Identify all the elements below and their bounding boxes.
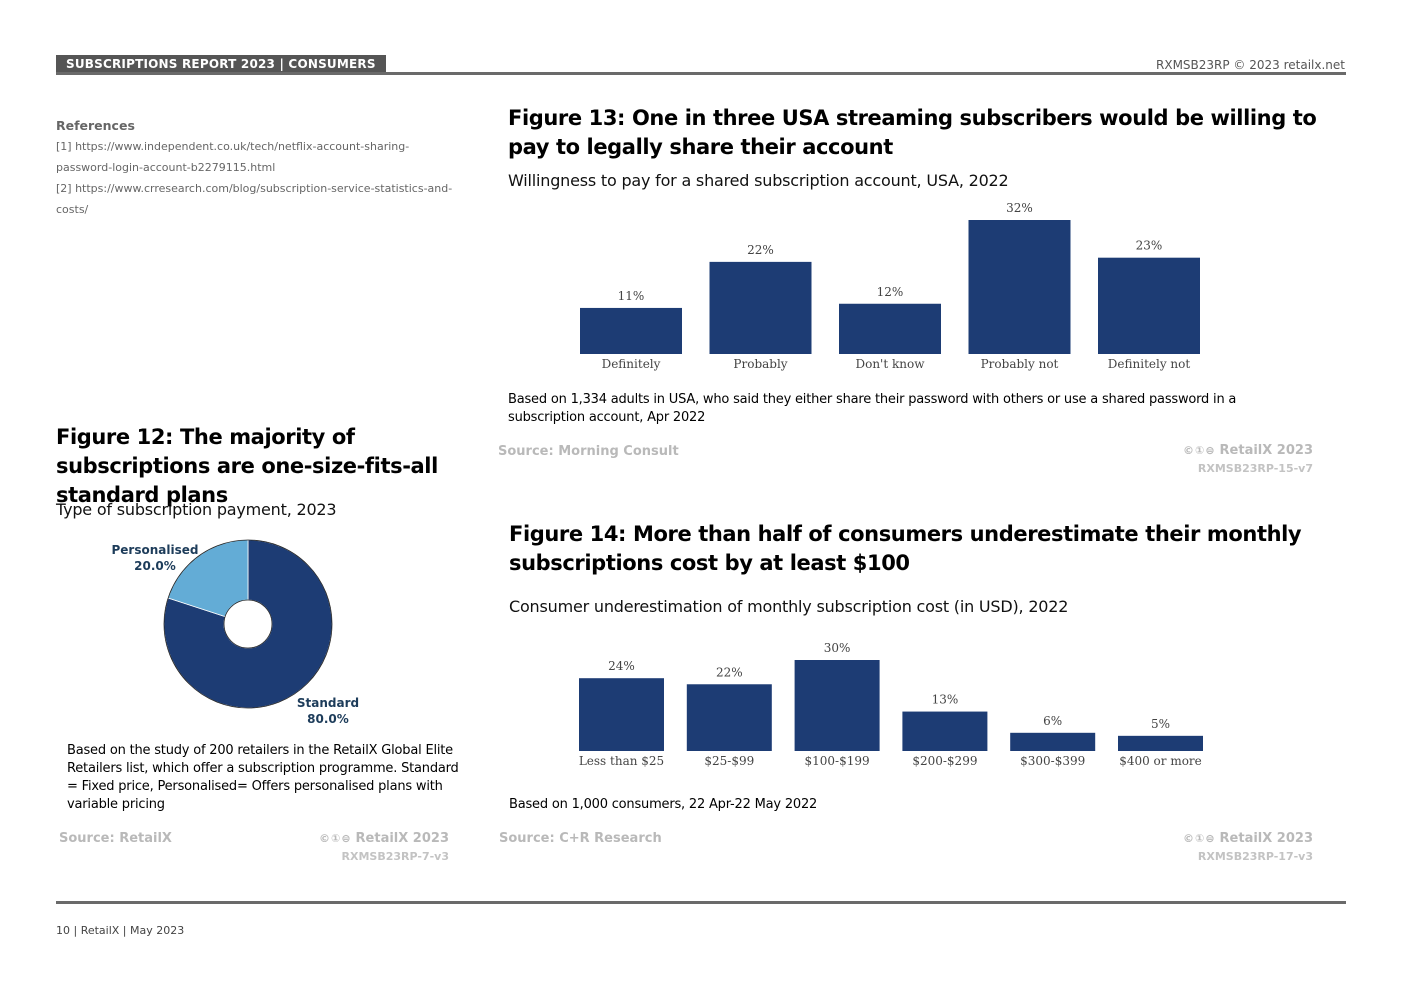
fig14-bar-chart: 24% Less than $25 22% $25-$99 30% $100-$199 13…	[579, 641, 1203, 768]
donut-value-label: 80.0%	[307, 712, 349, 726]
fig12-brand: ©①⊜ RetailX 2023	[319, 831, 449, 846]
fig13-bar-chart: 11% Definitely 22% Probably 12% Don't know 32%…	[580, 201, 1200, 371]
fig14-bar	[902, 711, 988, 751]
report-code: RXMSB23RP © 2023 retailx.net	[1156, 58, 1345, 72]
fig12-source: Source: RetailX	[59, 831, 172, 846]
fig13-category-label: Probably not	[981, 357, 1059, 371]
fig13-brand-text: RetailX 2023	[1219, 443, 1313, 458]
donut-category-label: Standard	[297, 696, 359, 710]
fig14-data-label: 5%	[1151, 717, 1170, 731]
fig13-code: RXMSB23RP-15-v7	[1197, 462, 1313, 475]
donut-value-label: 20.0%	[134, 559, 176, 573]
fig14-bar	[794, 660, 880, 751]
fig13-category-label: Don't know	[855, 357, 925, 371]
fig14-category-label: $400 or more	[1119, 754, 1202, 768]
fig14-category-label: $25-$99	[704, 754, 754, 768]
fig13-category-label: Definitely	[602, 357, 661, 371]
fig14-bar	[1118, 735, 1203, 751]
fig13-title: Figure 13: One in three USA streaming su…	[508, 106, 1317, 159]
fig13-source: Source: Morning Consult	[498, 444, 679, 459]
fig14-title: Figure 14: More than half of consumers u…	[509, 522, 1302, 575]
fig14-data-label: 30%	[824, 641, 851, 655]
donut-outline	[163, 539, 333, 709]
report-badge: SUBSCRIPTIONS REPORT 2023 | CONSUMERS	[56, 55, 386, 74]
fig12-code: RXMSB23RP-7-v3	[341, 850, 449, 863]
fig14-data-label: 22%	[716, 665, 743, 679]
fig14-data-label: 13%	[932, 693, 959, 707]
fig13-data-label: 32%	[1006, 201, 1033, 215]
fig12-subtitle: Type of subscription payment, 2023	[56, 500, 337, 519]
fig14-category-label: Less than $25	[579, 754, 664, 768]
cc-license-icon: ©①⊜	[1183, 444, 1216, 457]
fig14-category-label: $300-$399	[1020, 754, 1085, 768]
fig14-data-label: 24%	[608, 659, 635, 673]
fig14-bar	[1010, 732, 1096, 751]
fig14-category-label: $100-$199	[805, 754, 870, 768]
fig13-brand: ©①⊜ RetailX 2023	[1183, 443, 1313, 458]
fig14-brand: ©①⊜ RetailX 2023	[1183, 831, 1313, 846]
donut-hole	[223, 599, 273, 649]
fig14-data-label: 6%	[1043, 714, 1062, 728]
fig14-code: RXMSB23RP-17-v3	[1197, 850, 1313, 863]
fig13-bar	[839, 303, 941, 354]
footer-divider	[56, 901, 1346, 904]
fig13-data-label: 23%	[1136, 239, 1163, 253]
header-divider	[56, 72, 1346, 75]
fig12-brand-text: RetailX 2023	[355, 831, 449, 846]
page-footer: 10 | RetailX | May 2023	[56, 924, 185, 937]
fig13-bar	[709, 261, 812, 354]
fig13-bar	[580, 307, 682, 354]
fig14-source: Source: C+R Research	[499, 831, 662, 846]
donut-category-label: Personalised	[112, 543, 199, 557]
fig14-bar	[579, 678, 664, 751]
fig14-note: Based on 1,000 consumers, 22 Apr-22 May …	[509, 797, 818, 812]
fig13-category-label: Probably	[733, 357, 787, 371]
reference-item[interactable]: [2] https://www.crresearch.com/blog/subs…	[56, 182, 453, 216]
fig14-bar	[686, 684, 772, 751]
fig13-note: Based on 1,334 adults in USA, who said t…	[508, 392, 1237, 425]
fig13-data-label: 12%	[877, 285, 904, 299]
fig12-donut-chart: Personalised 20.0% Standard 80.0%	[112, 539, 359, 726]
fig12-title: Figure 12: The majority of subscriptions…	[56, 425, 438, 507]
fig13-subtitle: Willingness to pay for a shared subscrip…	[508, 171, 1009, 190]
fig14-category-label: $200-$299	[912, 754, 977, 768]
cc-license-icon: ©①⊜	[319, 832, 352, 845]
cc-license-icon: ©①⊜	[1183, 832, 1216, 845]
fig14-subtitle: Consumer underestimation of monthly subs…	[509, 597, 1069, 616]
fig12-note: Based on the study of 200 retailers in t…	[67, 743, 459, 812]
fig13-data-label: 22%	[747, 243, 774, 257]
reference-item[interactable]: [1] https://www.independent.co.uk/tech/n…	[56, 140, 410, 174]
fig13-data-label: 11%	[618, 289, 645, 303]
fig13-bar	[968, 220, 1071, 354]
fig13-bar	[1098, 257, 1200, 354]
fig13-category-label: Definitely not	[1108, 357, 1191, 371]
fig14-brand-text: RetailX 2023	[1219, 831, 1313, 846]
references-title: References	[56, 118, 135, 133]
